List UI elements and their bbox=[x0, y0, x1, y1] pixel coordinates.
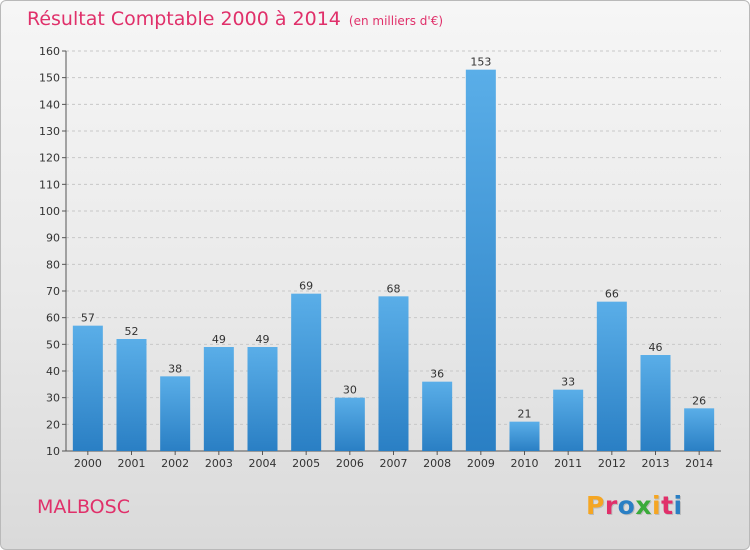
value-label-2000: 57 bbox=[81, 312, 95, 325]
bar-2002 bbox=[160, 376, 191, 451]
y-tick-label: 140 bbox=[39, 98, 60, 111]
bar-2003 bbox=[203, 347, 234, 451]
x-tick-label-2011: 2011 bbox=[554, 457, 582, 470]
y-tick-label: 40 bbox=[46, 365, 60, 378]
x-tick-label-2001: 2001 bbox=[118, 457, 146, 470]
x-tick-label-2009: 2009 bbox=[467, 457, 495, 470]
chart-title-text: Résultat Comptable 2000 à 2014 bbox=[27, 8, 341, 30]
x-tick-label-2006: 2006 bbox=[336, 457, 364, 470]
x-tick-label-2014: 2014 bbox=[685, 457, 713, 470]
value-label-2004: 49 bbox=[256, 333, 270, 346]
x-tick-label-2010: 2010 bbox=[511, 457, 539, 470]
y-tick-label: 50 bbox=[46, 338, 60, 351]
value-label-2003: 49 bbox=[212, 333, 226, 346]
y-tick-label: 20 bbox=[46, 418, 60, 431]
value-label-2009: 153 bbox=[470, 56, 491, 69]
value-label-2005: 69 bbox=[299, 280, 313, 293]
bar-2008 bbox=[422, 381, 453, 451]
x-tick-label-2005: 2005 bbox=[292, 457, 320, 470]
y-tick-label: 120 bbox=[39, 152, 60, 165]
value-label-2012: 66 bbox=[605, 288, 619, 301]
bar-2006 bbox=[334, 397, 365, 451]
value-label-2011: 33 bbox=[561, 376, 575, 389]
y-tick-label: 90 bbox=[46, 232, 60, 245]
bar-2013 bbox=[640, 355, 671, 451]
value-label-2010: 21 bbox=[518, 408, 532, 421]
x-tick-label-2004: 2004 bbox=[249, 457, 277, 470]
bar-2001 bbox=[116, 339, 147, 451]
y-tick-label: 100 bbox=[39, 205, 60, 218]
value-label-2001: 52 bbox=[125, 325, 139, 338]
bar-2000 bbox=[72, 325, 103, 451]
bar-2014 bbox=[684, 408, 715, 451]
value-label-2014: 26 bbox=[692, 394, 706, 407]
bar-2012 bbox=[596, 301, 627, 451]
bar-2011 bbox=[553, 389, 584, 451]
chart-title: Résultat Comptable 2000 à 2014 (en millie… bbox=[27, 8, 443, 30]
commune-name: MALBOSC bbox=[37, 496, 130, 518]
y-tick-label: 80 bbox=[46, 258, 60, 271]
y-tick-label: 70 bbox=[46, 285, 60, 298]
bar-2005 bbox=[291, 293, 322, 451]
proxiti-logo: Proxiti bbox=[586, 491, 683, 520]
y-tick-label: 30 bbox=[46, 392, 60, 405]
x-tick-label-2013: 2013 bbox=[642, 457, 670, 470]
bar-2004 bbox=[247, 347, 278, 451]
value-label-2006: 30 bbox=[343, 384, 357, 397]
x-tick-label-2012: 2012 bbox=[598, 457, 626, 470]
y-tick-label: 130 bbox=[39, 125, 60, 138]
y-tick-label: 110 bbox=[39, 178, 60, 191]
chart-unit: (en milliers d'€) bbox=[348, 14, 444, 28]
value-label-2008: 36 bbox=[430, 368, 444, 381]
value-label-2007: 68 bbox=[387, 282, 401, 295]
x-tick-label-2000: 2000 bbox=[74, 457, 102, 470]
value-label-2002: 38 bbox=[168, 362, 182, 375]
x-tick-label-2008: 2008 bbox=[423, 457, 451, 470]
y-tick-label: 60 bbox=[46, 312, 60, 325]
x-tick-label-2002: 2002 bbox=[161, 457, 189, 470]
y-tick-label: 160 bbox=[39, 45, 60, 58]
bar-2010 bbox=[509, 421, 540, 451]
value-label-2013: 46 bbox=[649, 341, 663, 354]
x-tick-label-2003: 2003 bbox=[205, 457, 233, 470]
bar-2007 bbox=[378, 296, 409, 451]
x-tick-label-2007: 2007 bbox=[380, 457, 408, 470]
y-tick-label: 10 bbox=[46, 445, 60, 458]
bar-2009 bbox=[465, 69, 496, 452]
y-tick-label: 150 bbox=[39, 72, 60, 85]
